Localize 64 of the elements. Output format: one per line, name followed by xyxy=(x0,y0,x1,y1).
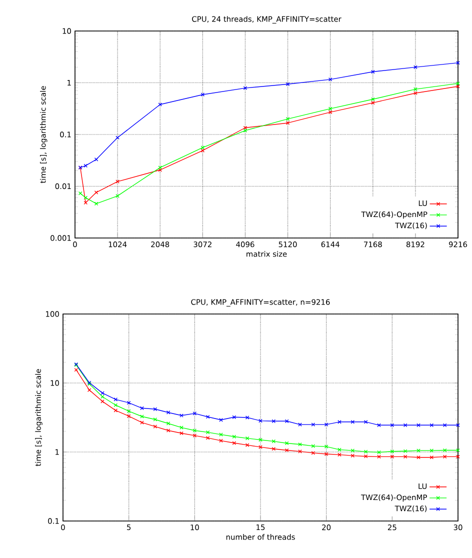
point xyxy=(430,423,434,428)
point xyxy=(180,426,184,430)
point xyxy=(258,445,262,449)
point xyxy=(84,196,88,200)
point xyxy=(414,91,418,96)
point xyxy=(272,446,276,451)
point xyxy=(364,454,368,458)
point xyxy=(206,430,210,434)
point xyxy=(116,194,120,198)
point xyxy=(84,164,88,168)
point xyxy=(200,92,205,97)
point xyxy=(232,415,236,420)
point xyxy=(158,102,162,106)
point xyxy=(272,439,276,444)
point xyxy=(390,450,394,454)
point xyxy=(328,110,332,114)
point xyxy=(286,82,290,86)
point xyxy=(350,454,355,458)
point xyxy=(390,423,394,428)
point xyxy=(364,450,368,454)
point xyxy=(364,420,368,424)
point xyxy=(84,200,88,205)
point xyxy=(126,414,131,418)
point xyxy=(94,202,98,206)
point xyxy=(114,403,118,408)
point xyxy=(390,454,394,459)
point xyxy=(206,436,210,440)
point xyxy=(219,432,223,436)
point xyxy=(284,448,289,452)
point xyxy=(192,434,197,438)
point xyxy=(328,106,332,111)
point xyxy=(442,448,447,452)
point xyxy=(206,414,210,419)
point xyxy=(298,422,302,426)
point xyxy=(116,136,120,140)
point xyxy=(114,398,118,402)
point xyxy=(100,400,104,404)
point xyxy=(126,400,131,405)
point xyxy=(284,419,289,424)
point xyxy=(442,454,447,459)
point xyxy=(298,450,302,454)
point xyxy=(350,420,355,424)
point xyxy=(311,451,316,455)
point xyxy=(338,420,342,424)
point xyxy=(403,449,408,454)
point xyxy=(140,420,144,424)
point xyxy=(87,388,92,392)
point xyxy=(403,454,408,459)
point xyxy=(442,423,447,428)
point xyxy=(272,419,276,424)
point xyxy=(219,418,223,422)
point xyxy=(328,78,332,82)
point xyxy=(403,423,408,428)
point xyxy=(416,448,420,452)
point xyxy=(100,391,104,395)
point xyxy=(153,407,158,412)
point xyxy=(245,436,250,440)
point xyxy=(158,166,162,170)
point xyxy=(116,180,120,184)
point xyxy=(232,434,236,439)
point xyxy=(430,455,434,460)
point xyxy=(245,443,250,447)
point xyxy=(284,441,289,446)
point xyxy=(126,409,131,414)
